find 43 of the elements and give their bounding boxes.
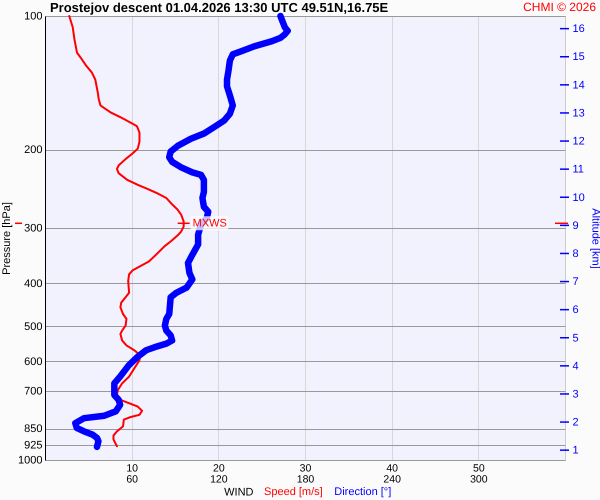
x-tick-label: 20 — [212, 462, 225, 474]
y-tick-label: 400 — [24, 278, 42, 290]
y2-tick-label: 16 — [572, 23, 585, 36]
y2-tick-label: 13 — [572, 107, 585, 120]
y-tick-label: 1000 — [18, 454, 42, 466]
x-tick-label: 50 — [472, 462, 485, 474]
x2-tick-label: 60 — [126, 474, 138, 486]
y-tick-label: 100 — [24, 10, 42, 22]
annotation: MXWS — [192, 217, 227, 230]
y2-tick-label: 9 — [572, 220, 579, 232]
text: CHMI © 2026 — [523, 0, 596, 14]
y2-tick-label: 3 — [572, 388, 579, 400]
x2-tick-label: 180 — [296, 474, 314, 486]
y2-tick-label: 8 — [572, 248, 579, 260]
y2-tick-label: 1 — [572, 444, 579, 457]
y2-tick-label: 2 — [572, 416, 579, 429]
text: Speed [m/s] — [264, 486, 323, 498]
y2-tick-label: 14 — [572, 79, 585, 92]
y2-tick-label: 10 — [572, 192, 585, 204]
y-tick-label: 925 — [24, 439, 42, 452]
y2-tick-label: 5 — [572, 332, 579, 344]
x2-tick-label: 300 — [470, 474, 488, 486]
y2-tick-label: 7 — [572, 276, 579, 288]
y-tick-label: 500 — [24, 320, 42, 333]
y-tick-label: 850 — [24, 423, 42, 436]
x2-tick-label: 240 — [383, 474, 402, 486]
y2-tick-label: 15 — [572, 51, 585, 64]
y2-tick-label: 6 — [572, 304, 579, 316]
y-tick-label: 200 — [24, 144, 42, 156]
y-tick-label: 600 — [24, 356, 42, 368]
chart-title: Prostejov descent 01.04.2026 13:30 UTC 49.51N,16.75E — [50, 0, 389, 15]
x-tick-label: 10 — [126, 462, 138, 474]
y2-tick-label: 12 — [572, 136, 585, 148]
y2-tick-label: 4 — [572, 360, 579, 372]
text: Direction [°] — [334, 486, 392, 498]
x2-tick-label: 120 — [210, 474, 228, 486]
y-axis-title: Pressure [hPa] — [1, 202, 14, 275]
x-axis-title: WIND — [224, 486, 254, 498]
y-tick-label: 700 — [24, 386, 42, 398]
y2-tick-label: 11 — [572, 164, 584, 176]
y-tick-label: 300 — [24, 222, 42, 234]
x-tick-label: 30 — [300, 462, 312, 474]
x-tick-label: 40 — [386, 462, 398, 474]
